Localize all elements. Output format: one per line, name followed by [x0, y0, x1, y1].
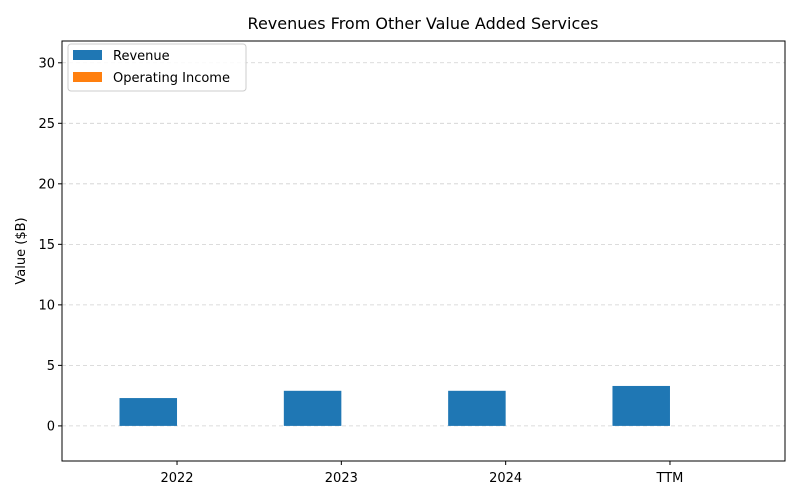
- legend: Revenue Operating Income: [67, 43, 247, 92]
- legend-label-revenue: Revenue: [113, 49, 170, 64]
- legend-swatch-operating-income: [73, 72, 102, 82]
- x-axis-ticks: 2022 2023 2024 TTM: [160, 461, 683, 486]
- x-tick-label: 2024: [489, 471, 522, 486]
- legend-label-operating-income: Operating Income: [113, 71, 230, 86]
- y-tick-label: 0: [47, 419, 55, 434]
- y-axis-ticks: 0 5 10 15 20 25 30: [38, 56, 62, 434]
- plot-frame: [61, 40, 786, 462]
- x-tick-label: 2022: [160, 471, 193, 486]
- x-tick-label: 2023: [325, 471, 358, 486]
- grid-lines: [62, 62, 785, 427]
- bar-revenue-ttm: [612, 385, 670, 426]
- legend-swatch-revenue: [73, 50, 102, 60]
- y-tick-label: 10: [38, 298, 55, 313]
- bar-revenue-2022: [119, 398, 178, 426]
- legend-frame: [67, 43, 247, 92]
- y-tick-label: 20: [38, 177, 55, 192]
- bars: [119, 385, 670, 426]
- y-tick-label: 5: [47, 359, 55, 374]
- y-tick-label: 15: [38, 238, 55, 253]
- bar-revenue-2024: [448, 390, 506, 426]
- x-tick-label: TTM: [656, 471, 684, 486]
- bar-revenue-2023: [283, 390, 342, 426]
- y-tick-label: 25: [38, 117, 55, 132]
- y-tick-label: 30: [38, 56, 55, 71]
- y-axis-label: Value ($B): [14, 217, 29, 284]
- chart-title: Revenues From Other Value Added Services: [248, 14, 599, 33]
